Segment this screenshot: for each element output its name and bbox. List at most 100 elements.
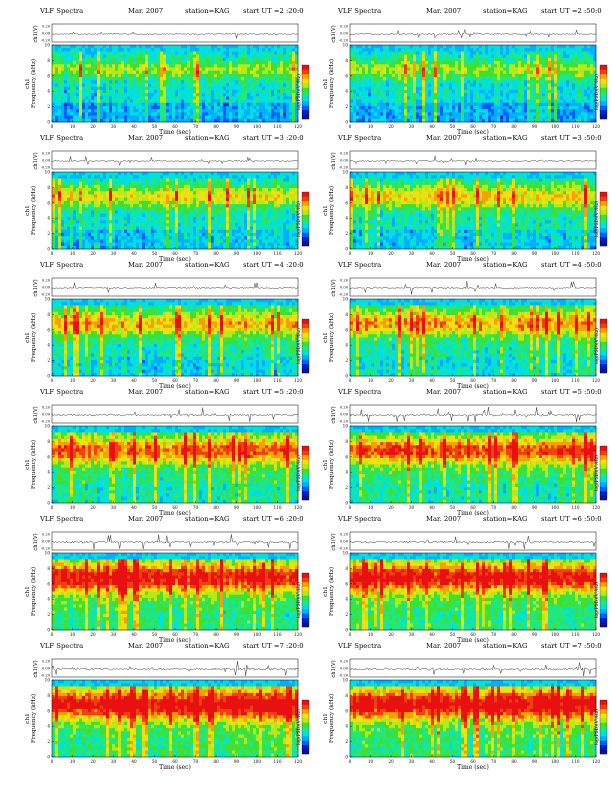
y-axis-label: Frequency (kHz): [328, 440, 335, 489]
x-tick-label: 110: [572, 632, 580, 637]
x-tick-label: 20: [90, 251, 96, 256]
y-tick-label: 8: [47, 312, 50, 317]
x-tick-label: 110: [274, 759, 282, 764]
x-tick-label: 100: [253, 378, 261, 383]
x-tick-label: 50: [152, 378, 158, 383]
x-axis-label: Time (sec): [159, 510, 191, 516]
y-tick-label: 2: [47, 104, 50, 109]
x-tick-label: 120: [294, 759, 302, 764]
y-tick-label: 10: [45, 297, 51, 302]
y-tick-label: 8: [345, 693, 348, 698]
spectrogram-heatmap: [349, 552, 597, 631]
x-tick-label: 0: [51, 124, 54, 129]
channel-label: ch1: [323, 459, 329, 470]
y-axis-label: Frequency (kHz): [328, 59, 335, 108]
ch-tick-label: 0.00: [340, 32, 349, 36]
x-tick-label: 50: [450, 505, 456, 510]
x-tick-label: 10: [368, 759, 374, 764]
y-tick-label: 10: [45, 170, 51, 175]
x-tick-label: 40: [131, 378, 137, 383]
ch-tick-label: -0.20: [41, 547, 51, 551]
y-axis-label: Frequency (kHz): [30, 567, 37, 616]
x-tick-label: 70: [491, 632, 497, 637]
y-tick-label: 6: [47, 73, 50, 78]
x-tick-label: 60: [470, 378, 476, 383]
spectrogram-heatmap: [349, 171, 597, 250]
x-axis-label: Time (sec): [457, 510, 489, 516]
y-tick-label: 6: [345, 581, 348, 586]
spectra-panel: VLF Spectra Mar. 2007 station=KAG start UT …: [310, 515, 610, 643]
y-tick-label: 0: [47, 755, 50, 760]
panel-header: VLF Spectra Mar. 2007 station=KAG start UT …: [40, 261, 304, 270]
y-tick-label: 6: [47, 581, 50, 586]
panel-date: Mar. 2007: [128, 642, 163, 651]
x-tick-label: 110: [274, 124, 282, 129]
y-tick-label: 2: [345, 485, 348, 490]
channel-label: ch1: [323, 332, 329, 343]
spectrogram-heatmap: [51, 679, 299, 758]
y-tick-label: 10: [45, 43, 51, 48]
ch-tick-label: -0.20: [41, 674, 51, 678]
x-tick-label: 0: [51, 505, 54, 510]
x-tick-label: 0: [51, 251, 54, 256]
colorbar-label: log(PSD)(V²/Hz): [296, 582, 302, 618]
x-tick-label: 120: [592, 632, 600, 637]
y-tick-label: 0: [345, 628, 348, 633]
colorbar-label: log(PSD)(V²/Hz): [594, 455, 600, 491]
x-tick-label: 20: [90, 632, 96, 637]
ch-tick-label: 0.00: [42, 667, 51, 671]
panel-start-time: start UT =2 :20:0: [243, 7, 304, 16]
panel-header: VLF Spectra Mar. 2007 station=KAG start UT …: [338, 7, 602, 16]
x-tick-label: 70: [491, 378, 497, 383]
panel-start-time: start UT =5 :50:0: [541, 388, 602, 397]
ch-tick-label: 0.20: [340, 533, 349, 537]
panel-start-time: start UT =6 :50:0: [541, 515, 602, 524]
colorbar: log(PSD)(V²/Hz): [296, 572, 310, 628]
panel-header: VLF Spectra Mar. 2007 station=KAG start UT …: [40, 7, 304, 16]
panel-header: VLF Spectra Mar. 2007 station=KAG start UT …: [338, 134, 602, 143]
y-tick-label: 8: [47, 693, 50, 698]
ch-tick-label: -0.20: [339, 420, 349, 424]
spectra-panel: VLF Spectra Mar. 2007 station=KAG start UT …: [12, 642, 312, 770]
ch-tick-label: 0.20: [42, 25, 51, 29]
y-tick-label: 8: [345, 185, 348, 190]
x-axis-label: Time (sec): [159, 637, 191, 643]
x-tick-label: 50: [152, 251, 158, 256]
channel-label: ch1: [323, 205, 329, 216]
ch-axis-label: ch1(V): [330, 279, 337, 296]
colorbar: log(PSD)(V²/Hz): [594, 318, 608, 374]
x-tick-label: 0: [51, 378, 54, 383]
x-tick-label: 0: [349, 251, 352, 256]
colorbar-label: log(PSD)(V²/Hz): [594, 582, 600, 618]
ch-tick-label: 0.20: [42, 406, 51, 410]
ch-tick-label: 0.20: [42, 152, 51, 156]
x-tick-label: 20: [90, 378, 96, 383]
y-tick-label: 4: [345, 724, 348, 729]
x-tick-label: 70: [491, 124, 497, 129]
x-tick-label: 10: [368, 251, 374, 256]
x-tick-label: 30: [111, 759, 117, 764]
x-tick-label: 110: [572, 378, 580, 383]
y-tick-label: 2: [47, 358, 50, 363]
channel-label: ch1: [25, 586, 31, 597]
y-tick-label: 2: [345, 231, 348, 236]
panel-date: Mar. 2007: [426, 7, 461, 16]
x-tick-label: 70: [193, 251, 199, 256]
ch-tick-label: -0.20: [41, 39, 51, 43]
y-tick-label: 8: [47, 185, 50, 190]
x-tick-label: 90: [532, 505, 538, 510]
colorbar: log(PSD)(V²/Hz): [594, 699, 608, 755]
x-tick-label: 10: [70, 759, 76, 764]
x-tick-label: 60: [172, 124, 178, 129]
